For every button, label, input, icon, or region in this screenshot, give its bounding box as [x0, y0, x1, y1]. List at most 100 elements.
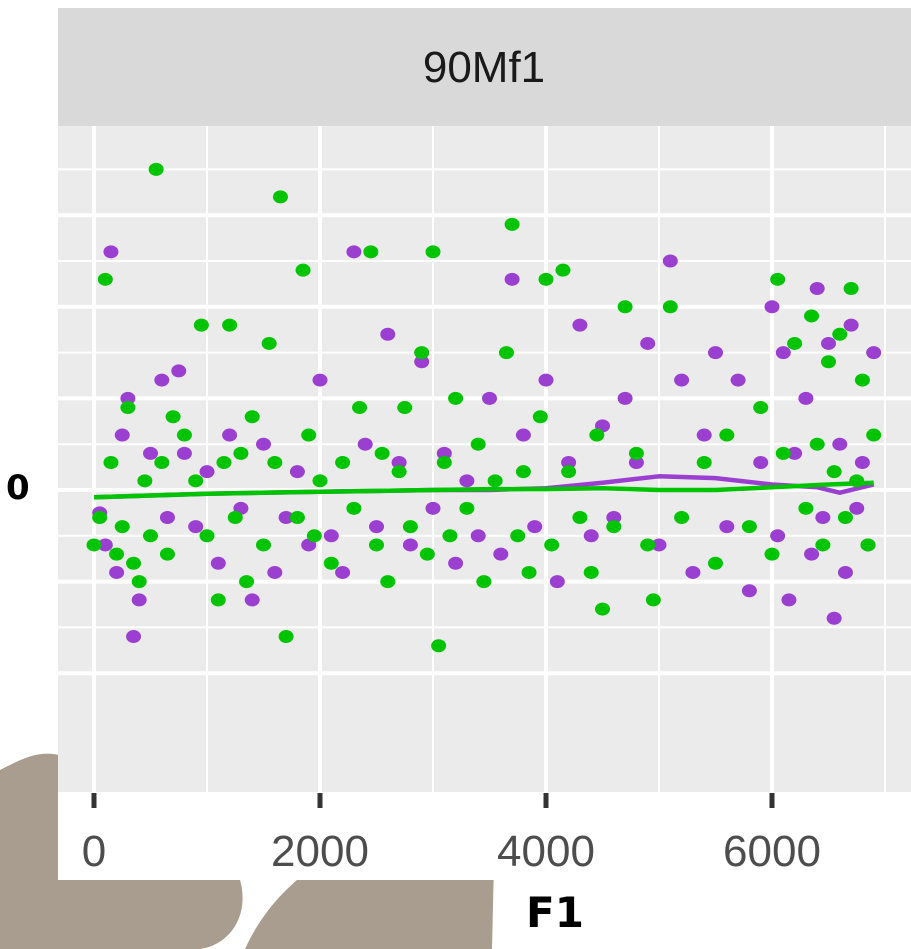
point-series-2 [826, 465, 842, 479]
point-series-2 [854, 373, 870, 387]
point-series-2 [866, 428, 882, 442]
point-series-2 [352, 401, 368, 415]
point-series-2 [538, 272, 554, 286]
point-series-2 [414, 346, 430, 360]
point-series-1 [335, 565, 351, 579]
point-series-1 [222, 428, 238, 442]
point-series-1 [674, 373, 690, 387]
point-series-1 [210, 556, 226, 570]
point-series-1 [538, 373, 554, 387]
point-series-1 [809, 281, 825, 295]
point-series-1 [849, 501, 865, 515]
point-series-2 [193, 318, 209, 332]
point-series-1 [369, 520, 384, 534]
point-series-2 [617, 300, 633, 314]
point-series-2 [306, 529, 322, 543]
x-tick-label: 2000 [271, 827, 369, 876]
point-series-2 [289, 510, 305, 524]
point-series-2 [154, 456, 170, 470]
plot-panel [58, 126, 911, 792]
point-series-1 [572, 318, 588, 332]
point-series-1 [798, 391, 814, 405]
point-series-1 [402, 538, 418, 552]
point-series-2 [595, 602, 610, 616]
point-series-2 [165, 410, 181, 424]
point-series-2 [239, 575, 255, 589]
point-series-2 [804, 309, 820, 323]
point-series-2 [323, 556, 339, 570]
point-series-1 [504, 272, 520, 286]
facet-strip [58, 8, 911, 126]
point-series-1 [719, 520, 735, 534]
point-series-1 [159, 510, 175, 524]
point-series-2 [753, 401, 769, 415]
point-series-1 [357, 437, 373, 451]
point-series-1 [493, 547, 509, 561]
grid [58, 126, 911, 792]
point-series-1 [787, 446, 803, 460]
point-series-2 [606, 520, 622, 534]
point-series-2 [369, 538, 384, 552]
point-series-1 [114, 428, 130, 442]
point-series-2 [363, 245, 379, 259]
point-series-2 [312, 474, 328, 488]
point-series-1 [289, 465, 305, 479]
point-series-2 [131, 575, 147, 589]
point-series-2 [532, 410, 548, 424]
point-series-1 [414, 355, 430, 369]
smooth-lines [93, 474, 875, 500]
point-series-1 [448, 556, 464, 570]
point-series-1 [120, 391, 136, 405]
y-tick-label-0: 0 [6, 468, 30, 508]
point-series-2 [821, 355, 836, 369]
point-series-2 [628, 446, 644, 460]
point-series-2 [544, 538, 560, 552]
point-series-2 [335, 456, 351, 470]
point-series-1 [775, 346, 791, 360]
point-series-2 [510, 529, 526, 543]
point-series-2 [436, 456, 452, 470]
point-series-1 [866, 346, 882, 360]
point-series-2 [295, 263, 311, 277]
point-series-1 [696, 428, 712, 442]
point-series-2 [487, 474, 503, 488]
point-series-1 [832, 437, 848, 451]
point-series-2 [849, 474, 865, 488]
point-series-2 [770, 272, 786, 286]
point-series-2 [244, 410, 260, 424]
point-series-1 [312, 373, 328, 387]
point-series-2 [662, 300, 678, 314]
point-series-2 [741, 520, 757, 534]
x-tick-label: 6000 [723, 827, 821, 876]
point-series-2 [391, 465, 407, 479]
point-series-1 [764, 300, 780, 314]
point-series-2 [555, 263, 571, 277]
point-series-1 [821, 336, 836, 350]
point-series-1 [826, 611, 842, 625]
point-series-2 [696, 456, 712, 470]
point-series-2 [572, 510, 588, 524]
point-series-2 [431, 639, 447, 653]
point-series-2 [425, 245, 441, 259]
point-series-1 [854, 456, 870, 470]
point-series-1 [176, 446, 192, 460]
point-series-2 [256, 538, 271, 552]
point-series-2 [515, 465, 531, 479]
point-series-1 [436, 446, 452, 460]
point-series-2 [109, 547, 125, 561]
point-series-1 [267, 565, 283, 579]
point-series-2 [442, 529, 458, 543]
point-series-1 [561, 456, 577, 470]
point-series-2 [645, 593, 661, 607]
point-series-2 [233, 446, 249, 460]
facet-label: 90Mf1 [423, 43, 545, 92]
point-series-2 [267, 456, 283, 470]
point-series-2 [860, 538, 876, 552]
point-series-1 [154, 373, 170, 387]
point-series-2 [346, 501, 362, 515]
point-series-2 [561, 465, 577, 479]
point-series-1 [515, 428, 531, 442]
point-series-1 [171, 364, 187, 378]
point-series-1 [109, 565, 125, 579]
point-series-1 [278, 510, 294, 524]
